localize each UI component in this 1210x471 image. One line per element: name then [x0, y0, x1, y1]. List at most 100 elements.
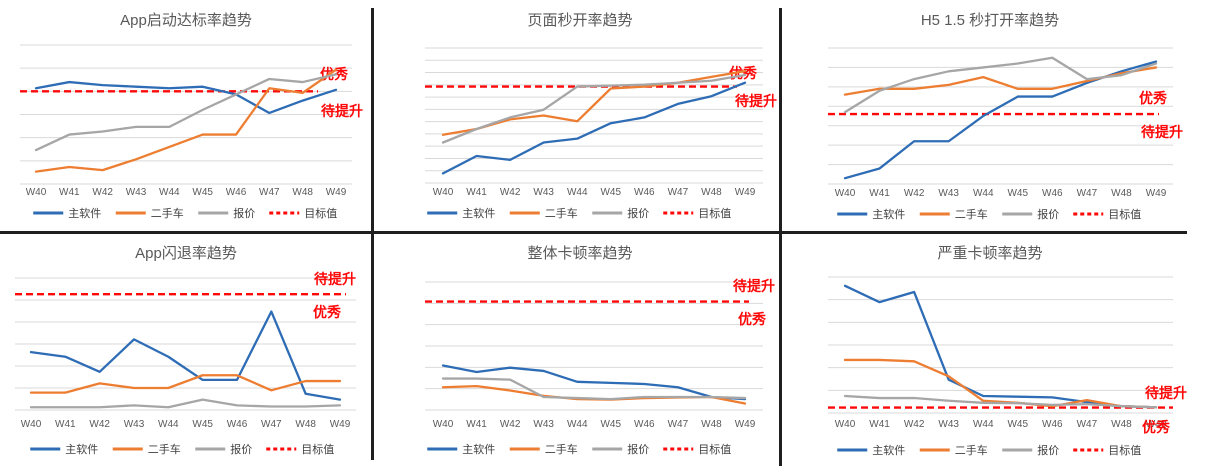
x-tick-label: W47 — [668, 419, 689, 430]
x-tick-label: W45 — [600, 419, 621, 430]
series-line-quote — [843, 56, 1158, 114]
x-tick-label: W46 — [1042, 188, 1063, 199]
x-tick-label: W42 — [904, 419, 925, 430]
legend-item-main-app: 主软件 — [427, 206, 495, 220]
x-tick-label: W49 — [1146, 419, 1167, 430]
x-tick-label: W47 — [261, 419, 282, 430]
legend-label-target: 目标值 — [698, 442, 731, 456]
x-tick-label: W43 — [533, 419, 554, 430]
legend-label-main-app: 主软件 — [872, 207, 905, 221]
x-tick-label: W42 — [500, 187, 521, 198]
annotation-excellent: 优秀 — [1139, 90, 1168, 106]
x-tick-label: W48 — [292, 187, 313, 198]
x-tick-label: W42 — [92, 187, 113, 198]
legend-item-used-car: 二手车 — [919, 443, 988, 457]
legend-item-target: 目标值 — [1073, 207, 1141, 221]
legend-label-target: 目标值 — [301, 442, 334, 456]
x-tick-label: W40 — [835, 419, 856, 430]
divider-vertical-left — [371, 8, 374, 460]
series-line-quote — [441, 377, 747, 401]
legend-label-main-app: 主软件 — [68, 206, 101, 220]
x-tick-label: W43 — [938, 188, 959, 199]
chart-title: App闪退率趋势 — [135, 245, 237, 262]
legend-item-main-app: 主软件 — [427, 442, 495, 456]
legend-label-quote: 报价 — [1037, 443, 1059, 457]
x-tick-label: W42 — [904, 188, 925, 199]
annotation-needs-improvement: 待提升 — [1145, 385, 1187, 401]
legend-item-target: 目标值 — [266, 442, 334, 456]
x-tick-label: W44 — [567, 187, 588, 198]
annotation-excellent: 优秀 — [313, 304, 342, 320]
annotation-needs-improvement: 待提升 — [321, 103, 363, 119]
chart-app-launch-rate: W40 W41 W42 W43 W44 W45 W46 W47 W48 W49优秀待提升App启动… — [20, 12, 363, 220]
legend-label-main-app: 主软件 — [65, 442, 98, 456]
x-tick-label: W43 — [124, 419, 145, 430]
x-tick-label: W40 — [433, 419, 454, 430]
x-tick-label: W46 — [226, 187, 247, 198]
x-tick-label: W41 — [466, 419, 487, 430]
series-line-main-app — [29, 310, 342, 401]
chart-title: H5 1.5 秒打开率趋势 — [921, 12, 1059, 29]
series-line-quote — [843, 394, 1158, 409]
series-line-used-car — [29, 374, 342, 394]
x-tick-label: W49 — [326, 187, 347, 198]
legend-item-main-app: 主软件 — [30, 442, 98, 456]
annotation-excellent: 优秀 — [1142, 419, 1171, 435]
legend-label-used-car: 二手车 — [955, 207, 988, 221]
x-tick-label: W41 — [466, 187, 487, 198]
legend-item-target: 目标值 — [269, 206, 337, 220]
x-tick-label: W41 — [869, 419, 890, 430]
x-tick-label: W46 — [634, 187, 655, 198]
x-tick-label: W41 — [55, 419, 76, 430]
x-tick-label: W40 — [835, 188, 856, 199]
x-tick-label: W48 — [701, 419, 722, 430]
legend-item-quote: 报价 — [592, 206, 649, 220]
x-tick-label: W40 — [26, 187, 47, 198]
series-line-main-app — [843, 284, 1158, 409]
annotation-needs-improvement: 待提升 — [733, 278, 775, 294]
legend-item-target: 目标值 — [1073, 443, 1141, 457]
legend-label-quote: 报价 — [233, 206, 255, 220]
series-line-main-app — [441, 364, 747, 401]
x-tick-label: W49 — [735, 187, 756, 198]
legend-item-used-car: 二手车 — [509, 442, 578, 456]
legend-item-used-car: 二手车 — [115, 206, 184, 220]
series-line-used-car — [34, 68, 338, 173]
x-tick-label: W45 — [192, 419, 213, 430]
chart-page-instant-open-rate: W40 W41 W42 W43 W44 W45 W46 W47 W48 W49优秀待提升页面秒开率… — [425, 12, 777, 220]
x-tick-label: W43 — [938, 419, 959, 430]
x-tick-label: W40 — [433, 187, 454, 198]
legend-item-quote: 报价 — [1002, 207, 1059, 221]
series-line-used-car — [843, 358, 1158, 409]
divider-horizontal — [0, 231, 1187, 234]
x-tick-label: W46 — [1042, 419, 1063, 430]
legend-label-quote: 报价 — [230, 442, 252, 456]
x-tick-label: W45 — [1007, 419, 1028, 430]
x-tick-label: W44 — [973, 419, 994, 430]
legend-label-target: 目标值 — [1108, 443, 1141, 457]
series-line-main-app — [843, 60, 1158, 180]
x-tick-label: W40 — [21, 419, 42, 430]
chart-title: 页面秒开率趋势 — [527, 12, 632, 29]
x-tick-label: W47 — [259, 187, 280, 198]
x-tick-label: W43 — [126, 187, 147, 198]
series-line-quote — [29, 398, 342, 409]
legend-item-used-car: 二手车 — [112, 442, 181, 456]
series-line-main-app — [441, 81, 747, 175]
legend-item-main-app: 主软件 — [837, 207, 905, 221]
legend-label-quote: 报价 — [627, 442, 649, 456]
x-tick-label: W48 — [701, 187, 722, 198]
annotation-excellent: 优秀 — [738, 311, 767, 327]
legend-item-quote: 报价 — [195, 442, 252, 456]
legend-label-target: 目标值 — [1108, 207, 1141, 221]
x-tick-label: W44 — [567, 419, 588, 430]
legend-label-quote: 报价 — [1037, 207, 1059, 221]
x-tick-label: W49 — [330, 419, 351, 430]
x-tick-label: W45 — [600, 187, 621, 198]
legend-label-target: 目标值 — [698, 206, 731, 220]
legend-item-main-app: 主软件 — [33, 206, 101, 220]
